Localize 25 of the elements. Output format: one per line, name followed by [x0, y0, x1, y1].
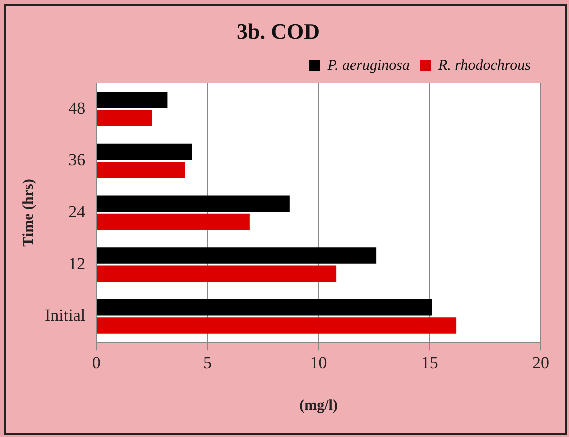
- bar: [97, 92, 168, 108]
- x-tick-label: 0: [92, 353, 101, 372]
- bar: [97, 266, 337, 282]
- bar: [97, 214, 250, 230]
- y-axis-title: Time (hrs): [20, 179, 37, 247]
- y-tick-label: 36: [68, 150, 86, 170]
- bar: [97, 196, 290, 212]
- bar: [97, 162, 186, 178]
- x-tick-label: 10: [310, 353, 328, 372]
- bar: [97, 144, 192, 160]
- x-tick-label: 20: [532, 353, 550, 372]
- bar: [97, 248, 377, 264]
- legend-label: R. rhodochrous: [437, 58, 532, 74]
- bar: [97, 299, 432, 316]
- y-tick-label: Initial: [44, 306, 86, 326]
- y-tick-label: 12: [68, 254, 86, 274]
- y-tick-label: 24: [68, 202, 86, 222]
- x-axis-title: (mg/l): [300, 398, 338, 414]
- bar: [97, 110, 152, 127]
- legend-label: P. aeruginosa: [326, 58, 410, 74]
- chart-title: 3b. COD: [236, 18, 320, 44]
- bar: [97, 318, 457, 334]
- y-tick-label: 48: [68, 98, 86, 118]
- x-tick-label: 15: [421, 353, 438, 372]
- x-tick-label: 5: [203, 353, 212, 372]
